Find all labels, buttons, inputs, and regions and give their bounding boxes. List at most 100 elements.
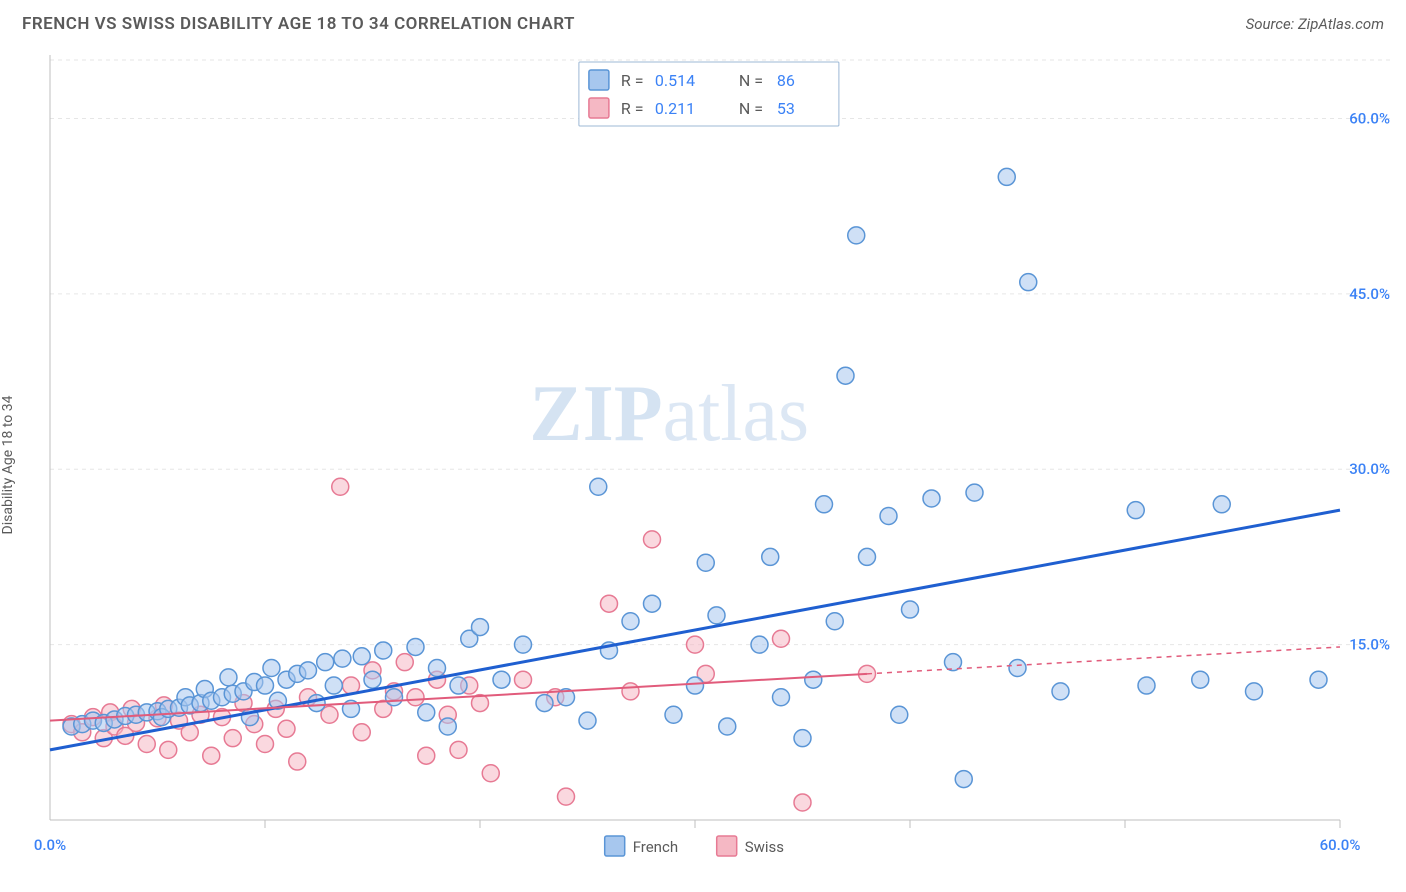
data-point-swiss bbox=[353, 724, 370, 741]
data-point-french bbox=[622, 613, 639, 630]
correlation-chart: Disability Age 18 to 34 15.0%30.0%45.0%6… bbox=[0, 40, 1406, 890]
data-point-french bbox=[1052, 683, 1069, 700]
data-point-french bbox=[325, 677, 342, 694]
data-point-french bbox=[1246, 683, 1263, 700]
legend-swatch bbox=[605, 836, 625, 856]
x-tick-label: 60.0% bbox=[1320, 836, 1361, 854]
page-title: FRENCH VS SWISS DISABILITY AGE 18 TO 34 … bbox=[22, 14, 575, 34]
data-point-french bbox=[773, 689, 790, 706]
data-point-swiss bbox=[687, 636, 704, 653]
data-point-french bbox=[353, 648, 370, 665]
y-tick-label: 30.0% bbox=[1349, 460, 1390, 478]
data-point-swiss bbox=[622, 683, 639, 700]
data-point-french bbox=[375, 642, 392, 659]
data-point-swiss bbox=[332, 478, 349, 495]
data-point-french bbox=[923, 490, 940, 507]
data-point-french bbox=[590, 478, 607, 495]
data-point-french bbox=[407, 638, 424, 655]
data-point-swiss bbox=[257, 736, 274, 753]
data-point-french bbox=[880, 508, 897, 525]
data-point-french bbox=[1310, 671, 1327, 688]
source-label: Source: ZipAtlas.com bbox=[1246, 15, 1384, 33]
y-tick-label: 45.0% bbox=[1349, 285, 1390, 303]
trendline-swiss-extrapolated bbox=[867, 647, 1340, 674]
x-tick-label: 0.0% bbox=[34, 836, 66, 854]
data-point-french bbox=[665, 706, 682, 723]
data-point-swiss bbox=[396, 654, 413, 671]
data-point-swiss bbox=[278, 720, 295, 737]
legend-label: French bbox=[633, 838, 678, 856]
data-point-french bbox=[263, 660, 280, 677]
stats-r-value: 0.514 bbox=[655, 71, 695, 90]
data-point-french bbox=[902, 601, 919, 618]
data-point-french bbox=[1138, 677, 1155, 694]
data-point-french bbox=[794, 730, 811, 747]
data-point-french bbox=[1127, 502, 1144, 519]
stats-r-label: R = bbox=[621, 99, 644, 118]
data-point-french bbox=[364, 671, 381, 688]
data-point-french bbox=[439, 718, 456, 735]
data-point-swiss bbox=[515, 671, 532, 688]
stats-swatch bbox=[589, 70, 609, 90]
stats-n-label: N = bbox=[739, 99, 763, 118]
data-point-french bbox=[805, 671, 822, 688]
data-point-french bbox=[308, 695, 325, 712]
data-point-french bbox=[334, 650, 351, 667]
stats-swatch bbox=[589, 98, 609, 118]
data-point-swiss bbox=[138, 736, 155, 753]
data-point-french bbox=[1213, 496, 1230, 513]
data-point-french bbox=[418, 704, 435, 721]
stats-r-label: R = bbox=[621, 71, 644, 90]
stats-box bbox=[579, 62, 839, 126]
data-point-french bbox=[708, 607, 725, 624]
stats-n-value: 86 bbox=[777, 71, 795, 90]
data-point-french bbox=[966, 484, 983, 501]
data-point-swiss bbox=[418, 747, 435, 764]
data-point-french bbox=[493, 671, 510, 688]
y-tick-label: 60.0% bbox=[1349, 109, 1390, 127]
data-point-french bbox=[515, 636, 532, 653]
stats-n-label: N = bbox=[739, 71, 763, 90]
data-point-french bbox=[998, 168, 1015, 185]
watermark: ZIPatlas bbox=[529, 370, 809, 458]
data-point-swiss bbox=[601, 595, 618, 612]
trendline-french bbox=[50, 510, 1340, 750]
data-point-swiss bbox=[644, 531, 661, 548]
legend-swatch bbox=[717, 836, 737, 856]
data-point-french bbox=[644, 595, 661, 612]
data-point-french bbox=[826, 613, 843, 630]
data-point-french bbox=[386, 689, 403, 706]
y-axis-label: Disability Age 18 to 34 bbox=[0, 396, 16, 535]
data-point-swiss bbox=[773, 630, 790, 647]
data-point-french bbox=[429, 660, 446, 677]
data-point-french bbox=[719, 718, 736, 735]
data-point-french bbox=[697, 554, 714, 571]
data-point-swiss bbox=[224, 730, 241, 747]
data-point-french bbox=[891, 706, 908, 723]
data-point-french bbox=[536, 695, 553, 712]
data-point-french bbox=[300, 662, 317, 679]
stats-r-value: 0.211 bbox=[655, 99, 695, 118]
data-point-french bbox=[1009, 660, 1026, 677]
data-point-french bbox=[579, 712, 596, 729]
stats-n-value: 53 bbox=[777, 99, 795, 118]
data-point-french bbox=[687, 677, 704, 694]
data-point-swiss bbox=[289, 753, 306, 770]
data-point-french bbox=[837, 367, 854, 384]
data-point-french bbox=[257, 677, 274, 694]
data-point-french bbox=[751, 636, 768, 653]
data-point-french bbox=[955, 771, 972, 788]
data-point-french bbox=[816, 496, 833, 513]
data-point-french bbox=[1020, 274, 1037, 291]
data-point-swiss bbox=[482, 765, 499, 782]
data-point-french bbox=[450, 677, 467, 694]
data-point-french bbox=[472, 619, 489, 636]
legend-label: Swiss bbox=[745, 838, 784, 856]
data-point-swiss bbox=[160, 741, 177, 758]
data-point-swiss bbox=[558, 788, 575, 805]
data-point-french bbox=[762, 548, 779, 565]
data-point-swiss bbox=[450, 741, 467, 758]
data-point-french bbox=[220, 669, 237, 686]
data-point-french bbox=[859, 548, 876, 565]
data-point-swiss bbox=[794, 794, 811, 811]
